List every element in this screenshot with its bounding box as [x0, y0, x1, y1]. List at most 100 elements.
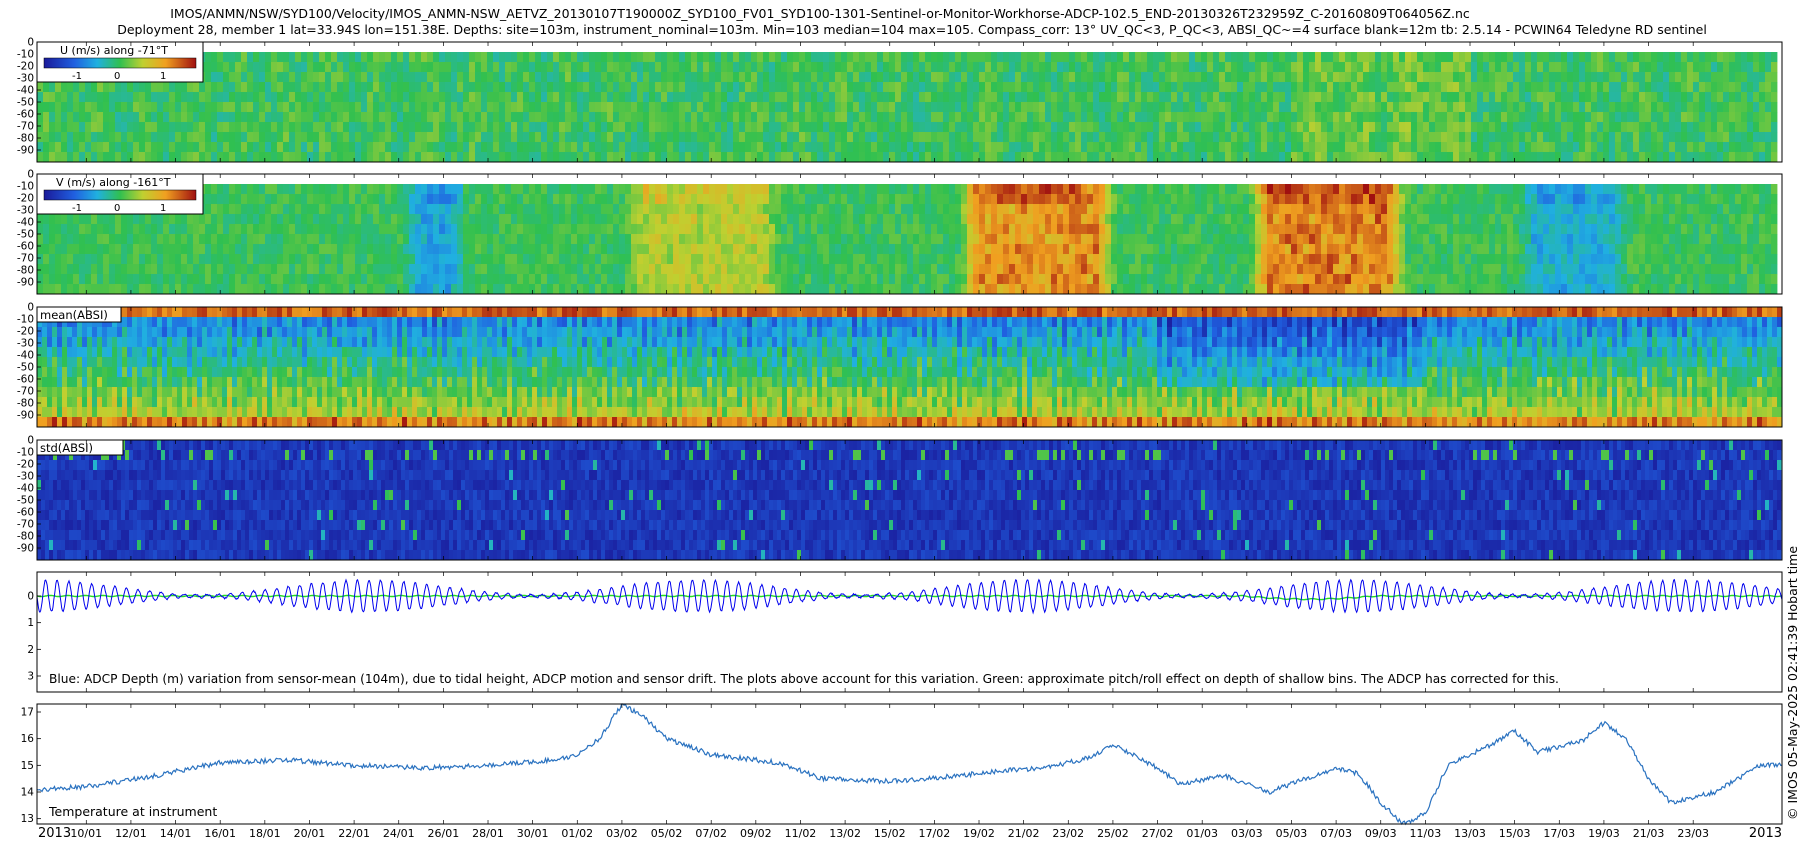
heatmap-cell [451, 72, 458, 83]
heatmap-cell [337, 112, 344, 123]
heatmap-cell [1633, 42, 1640, 53]
heatmap-cell [163, 112, 170, 123]
heatmap-cell [415, 92, 422, 103]
heatmap-cell [595, 42, 602, 53]
heatmap-cell [1303, 92, 1310, 103]
heatmap-cell [1153, 122, 1160, 133]
heatmap-cell [1471, 92, 1478, 103]
heatmap-cell [409, 174, 416, 185]
heatmap-cell [715, 62, 722, 73]
heatmap-cell [889, 132, 896, 143]
heatmap-cell [229, 234, 236, 245]
heatmap-cell [1195, 42, 1202, 53]
heatmap-cell [1591, 152, 1598, 163]
heatmap-cell [991, 52, 998, 63]
heatmap-cell [307, 274, 314, 285]
heatmap-cell [1231, 152, 1238, 163]
heatmap-cell [289, 52, 296, 63]
heatmap-cell [1513, 62, 1520, 73]
heatmap-cell [901, 92, 908, 103]
heatmap-cell [283, 122, 290, 133]
y-tick-label: -40 [17, 85, 34, 97]
heatmap-cell [607, 194, 614, 205]
heatmap-cell [403, 152, 410, 163]
heatmap-cell [475, 142, 482, 153]
heatmap-cell [475, 254, 482, 265]
heatmap-cell [403, 132, 410, 143]
heatmap-cell [271, 62, 278, 73]
heatmap-cell [877, 52, 884, 63]
heatmap-cell [1501, 42, 1508, 53]
heatmap-cell [733, 174, 740, 185]
heatmap-cell [475, 184, 482, 195]
heatmap-cell [1069, 142, 1076, 153]
heatmap-cell [709, 284, 716, 295]
heatmap-cell [709, 122, 716, 133]
heatmap-cell [109, 92, 116, 103]
heatmap-cell [325, 122, 332, 133]
heatmap-cell [1477, 142, 1484, 153]
heatmap-cell [775, 174, 782, 185]
heatmap-cell [79, 244, 86, 255]
heatmap-cell [1399, 142, 1406, 153]
heatmap-cell [361, 62, 368, 73]
heatmap-cell [583, 254, 590, 265]
heatmap-cell [271, 102, 278, 113]
heatmap-cell [979, 42, 986, 53]
heatmap-cell [223, 82, 230, 93]
heatmap-cell [1693, 92, 1700, 103]
heatmap-cell [1693, 52, 1700, 63]
heatmap-cell [745, 234, 752, 245]
heatmap-cell [1741, 42, 1748, 53]
heatmap-cell [1225, 122, 1232, 133]
heatmap-cell [127, 142, 134, 153]
heatmap-cell [541, 194, 548, 205]
heatmap-cell [409, 142, 416, 153]
heatmap-cell [1501, 62, 1508, 73]
heatmap-cell [373, 204, 380, 215]
heatmap-cell [373, 264, 380, 275]
heatmap-cell [1249, 82, 1256, 93]
heatmap-cell [553, 234, 560, 245]
heatmap-cell [889, 142, 896, 153]
heatmap-cell [151, 82, 158, 93]
heatmap-cell [529, 194, 536, 205]
heatmap-cell [1165, 122, 1172, 133]
heatmap-cell [1369, 62, 1376, 73]
heatmap-cell [283, 72, 290, 83]
heatmap-cell [1009, 152, 1016, 163]
heatmap-cell [955, 112, 962, 123]
heatmap-cell [1435, 102, 1442, 113]
heatmap-cell [607, 102, 614, 113]
heatmap-cell [241, 174, 248, 185]
heatmap-cell [391, 284, 398, 295]
heatmap-cell [397, 132, 404, 143]
heatmap-cell [1717, 132, 1724, 143]
heatmap-cell [445, 112, 452, 123]
heatmap-cell [835, 72, 842, 83]
heatmap-cell [61, 274, 68, 285]
heatmap-cell [1243, 52, 1250, 63]
heatmap-cell [727, 152, 734, 163]
heatmap-cell [937, 72, 944, 83]
heatmap-cell [757, 194, 764, 205]
heatmap-cell [187, 224, 194, 235]
heatmap-cell [565, 264, 572, 275]
heatmap-cell [1195, 122, 1202, 133]
heatmap-cell [1183, 142, 1190, 153]
heatmap-cell [1159, 62, 1166, 73]
heatmap-cell [1621, 102, 1628, 113]
heatmap-cell [991, 112, 998, 123]
heatmap-cell [1267, 122, 1274, 133]
heatmap-cell [115, 274, 122, 285]
heatmap-cell [481, 174, 488, 185]
heatmap-cell [1423, 132, 1430, 143]
heatmap-cell [1699, 152, 1706, 163]
heatmap-cell [637, 112, 644, 123]
heatmap-cell [517, 82, 524, 93]
heatmap-cell [283, 42, 290, 53]
heatmap-cell [199, 244, 206, 255]
heatmap-cell [259, 72, 266, 83]
heatmap-cell [493, 274, 500, 285]
heatmap-cell [607, 254, 614, 265]
